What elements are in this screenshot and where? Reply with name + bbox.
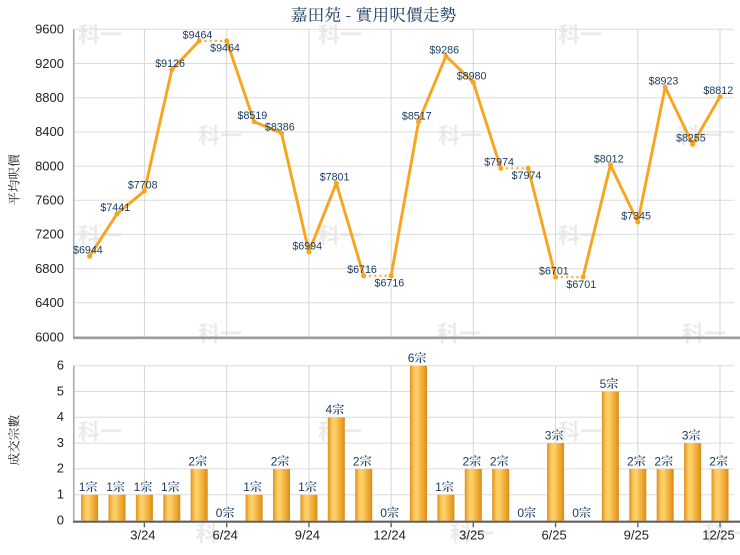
svg-text:4: 4 [57, 409, 64, 424]
svg-text:$9464: $9464 [183, 29, 213, 41]
svg-text:$8980: $8980 [457, 71, 487, 83]
svg-text:8400: 8400 [35, 124, 64, 139]
svg-text:1: 1 [106, 480, 113, 494]
svg-text:$6716: $6716 [375, 278, 405, 290]
svg-text:6800: 6800 [35, 261, 64, 276]
svg-text:2: 2 [353, 454, 360, 468]
svg-text:$7345: $7345 [621, 210, 651, 222]
svg-text:$9126: $9126 [155, 58, 185, 70]
svg-text:9600: 9600 [35, 22, 64, 37]
svg-text:0: 0 [517, 506, 524, 520]
svg-text:$8923: $8923 [649, 76, 679, 88]
svg-text:6: 6 [408, 351, 415, 365]
svg-text:0: 0 [216, 506, 223, 520]
svg-text:1: 1 [57, 487, 64, 502]
svg-text:1: 1 [243, 480, 250, 494]
svg-text:$6701: $6701 [566, 279, 596, 291]
svg-text:$7708: $7708 [128, 179, 158, 191]
svg-text:9200: 9200 [35, 56, 64, 71]
svg-text:5: 5 [57, 383, 64, 398]
svg-text:5: 5 [600, 377, 607, 391]
svg-text:2: 2 [654, 454, 661, 468]
svg-text:2: 2 [627, 454, 634, 468]
svg-text:6/24: 6/24 [213, 527, 238, 542]
svg-text:3/25: 3/25 [459, 527, 484, 542]
svg-text:6400: 6400 [35, 295, 64, 310]
svg-text:$7801: $7801 [320, 172, 350, 184]
svg-text:9/25: 9/25 [624, 527, 649, 542]
svg-text:1: 1 [435, 480, 442, 494]
svg-text:$6994: $6994 [292, 240, 322, 252]
svg-text:4: 4 [326, 403, 333, 417]
svg-text:$7974: $7974 [484, 157, 514, 169]
svg-text:6/25: 6/25 [541, 527, 566, 542]
svg-text:1: 1 [298, 480, 305, 494]
svg-text:9/24: 9/24 [295, 527, 320, 542]
svg-text:$6716: $6716 [347, 264, 377, 276]
svg-text:$8255: $8255 [676, 133, 706, 145]
svg-text:$8012: $8012 [594, 153, 624, 165]
svg-text:$7974: $7974 [512, 170, 542, 182]
svg-text:$9464: $9464 [210, 43, 240, 55]
svg-text:0: 0 [57, 512, 64, 527]
svg-text:2: 2 [271, 454, 278, 468]
svg-text:2: 2 [709, 454, 716, 468]
svg-text:8000: 8000 [35, 158, 64, 173]
svg-text:1: 1 [79, 480, 86, 494]
svg-text:2: 2 [463, 454, 470, 468]
svg-text:$9286: $9286 [429, 45, 459, 57]
svg-text:1: 1 [134, 480, 141, 494]
svg-text:6000: 6000 [35, 329, 64, 344]
svg-text:$6944: $6944 [73, 245, 103, 257]
svg-text:2: 2 [490, 454, 497, 468]
svg-text:0: 0 [380, 506, 387, 520]
svg-text:2: 2 [57, 461, 64, 476]
svg-text:3: 3 [682, 429, 689, 443]
svg-text:7600: 7600 [35, 193, 64, 208]
svg-text:6: 6 [57, 358, 64, 373]
svg-text:8800: 8800 [35, 90, 64, 105]
svg-text:$8812: $8812 [703, 85, 733, 97]
svg-text:0: 0 [572, 506, 579, 520]
svg-text:7200: 7200 [35, 227, 64, 242]
svg-text:$6701: $6701 [539, 266, 569, 278]
svg-text:12/24: 12/24 [373, 527, 406, 542]
svg-text:3/24: 3/24 [130, 527, 155, 542]
svg-text:3: 3 [545, 429, 552, 443]
svg-text:3: 3 [57, 435, 64, 450]
svg-text:$7441: $7441 [100, 202, 130, 214]
svg-text:$8386: $8386 [265, 122, 295, 134]
svg-text:1: 1 [161, 480, 168, 494]
svg-text:12/25: 12/25 [702, 527, 735, 542]
svg-text:$8519: $8519 [238, 110, 268, 122]
svg-text:2: 2 [188, 454, 195, 468]
svg-text:$8517: $8517 [402, 110, 432, 122]
